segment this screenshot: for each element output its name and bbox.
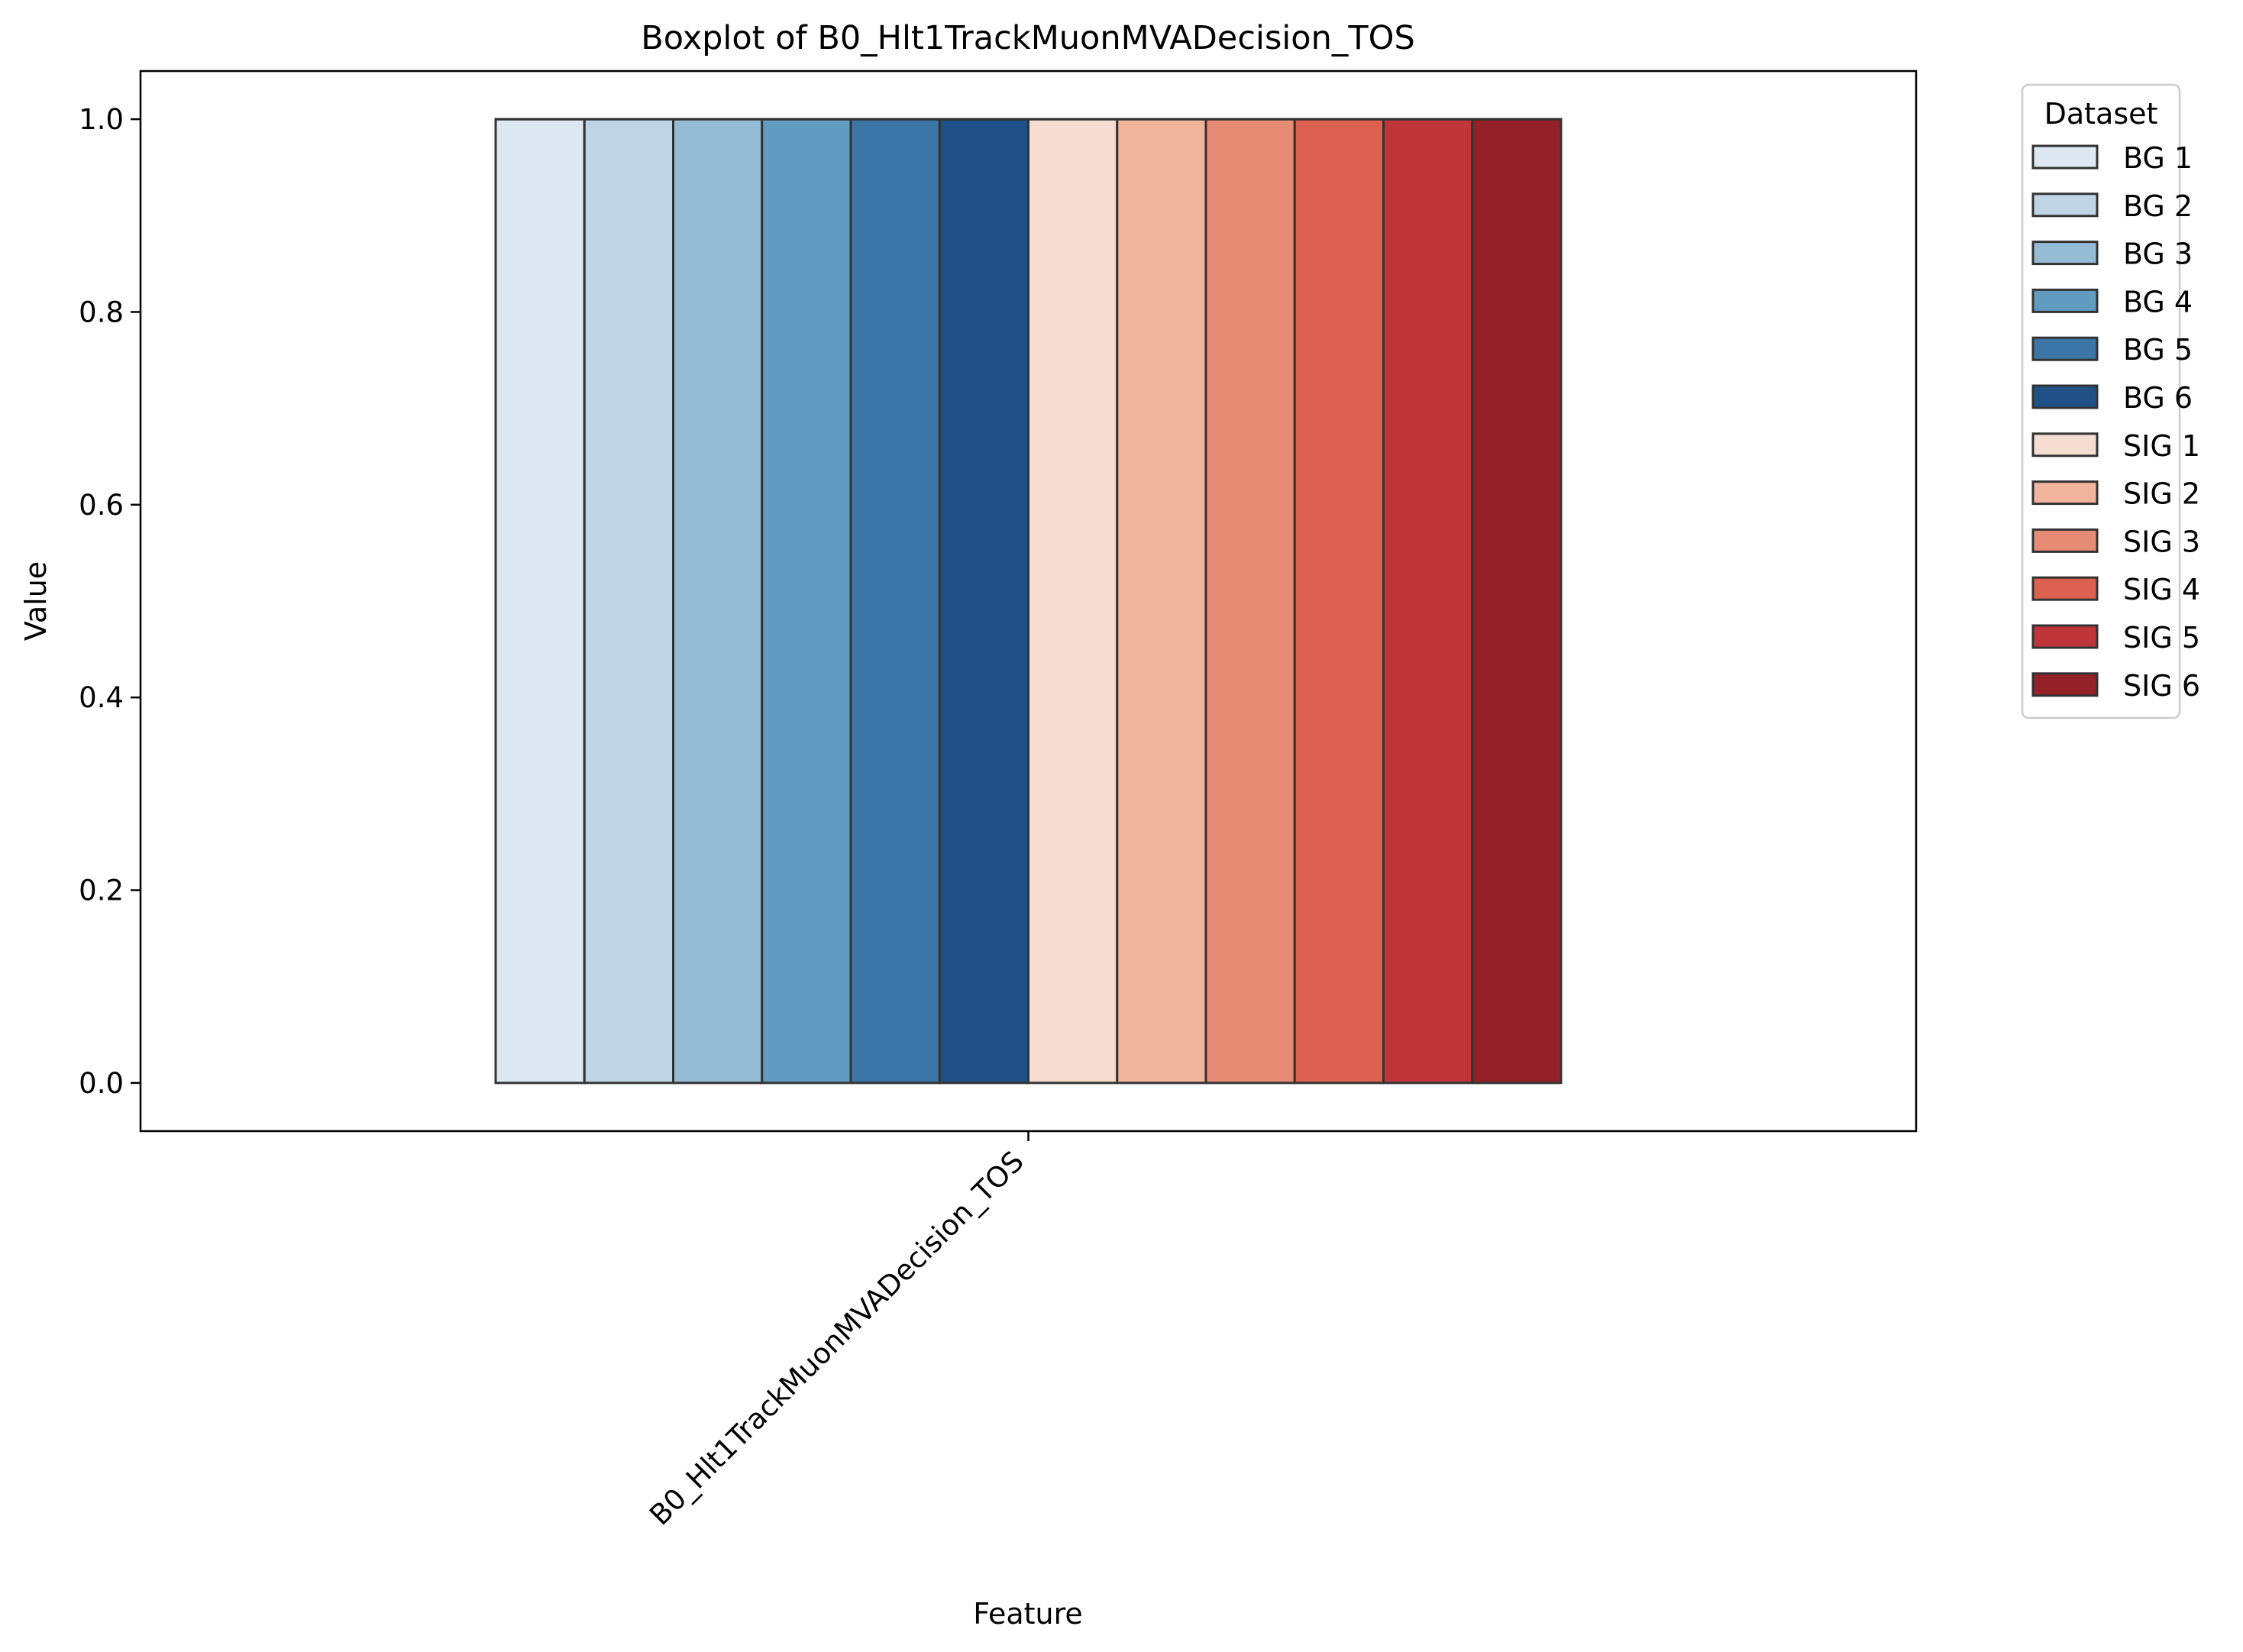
y-tick-label: 0.2 — [79, 874, 124, 907]
legend-swatch — [2031, 528, 2099, 553]
y-axis-label: Value — [19, 561, 53, 641]
legend-label: SIG 1 — [2123, 429, 2200, 463]
y-tick-label: 0.4 — [79, 681, 124, 714]
legend-items: BG 1 BG 2 BG 3 BG 4 BG 5 BG 6 SIG 1 SIG 2 SIG 3 S… — [2031, 141, 2200, 703]
box-group — [494, 118, 1563, 1085]
y-axis: 0.0 0.2 0.4 0.6 0.8 1.0 — [79, 103, 141, 1100]
y-tick-label: 0.8 — [79, 296, 124, 328]
legend-label: SIG 4 — [2123, 573, 2200, 606]
legend-label: BG 2 — [2123, 189, 2193, 223]
legend-label: SIG 3 — [2123, 525, 2200, 558]
box-bg-1 — [494, 118, 586, 1085]
legend-swatch — [2031, 576, 2099, 601]
y-tick-label: 0.0 — [79, 1067, 124, 1100]
box-sig-5 — [1382, 118, 1474, 1085]
legend-swatch — [2031, 192, 2099, 218]
legend: Dataset BG 1 BG 2 BG 3 BG 4 BG 5 BG 6 SIG 1 SIG… — [2021, 83, 2200, 719]
legend-swatch — [2031, 480, 2099, 506]
legend-label: BG 3 — [2123, 238, 2193, 271]
x-axis-label: Feature — [973, 1597, 1083, 1631]
box-bg-4 — [761, 118, 852, 1085]
legend-label: BG 1 — [2123, 141, 2193, 175]
plot-frame — [139, 70, 1918, 1133]
legend-swatch — [2031, 624, 2099, 649]
y-tick-label: 1.0 — [79, 103, 124, 136]
legend-title: Dataset — [2044, 97, 2158, 131]
legend-label: SIG 6 — [2123, 669, 2200, 703]
legend-swatch — [2031, 384, 2099, 409]
legend-swatch — [2031, 672, 2099, 697]
legend-swatch — [2031, 432, 2099, 457]
box-sig-3 — [1204, 118, 1296, 1085]
box-bg-2 — [583, 118, 674, 1085]
legend-swatch — [2031, 241, 2099, 266]
chart-title: Boxplot of B0_Hlt1TrackMuonMVADecision_T… — [641, 19, 1415, 57]
legend-swatch — [2031, 144, 2099, 170]
legend-label: BG 4 — [2123, 285, 2193, 318]
box-bg-3 — [672, 118, 764, 1085]
legend-swatch — [2031, 336, 2099, 361]
legend-label: BG 5 — [2123, 333, 2193, 367]
box-bg-6 — [938, 118, 1029, 1085]
box-bg-5 — [849, 118, 941, 1085]
legend-label: SIG 2 — [2123, 477, 2200, 511]
legend-swatch — [2031, 288, 2099, 313]
y-tick-label: 0.6 — [79, 489, 124, 522]
box-sig-2 — [1116, 118, 1207, 1085]
box-sig-1 — [1027, 118, 1119, 1085]
legend-label: SIG 5 — [2123, 621, 2200, 655]
legend-label: BG 6 — [2123, 381, 2193, 415]
box-sig-4 — [1293, 118, 1385, 1085]
box-sig-6 — [1471, 118, 1563, 1085]
